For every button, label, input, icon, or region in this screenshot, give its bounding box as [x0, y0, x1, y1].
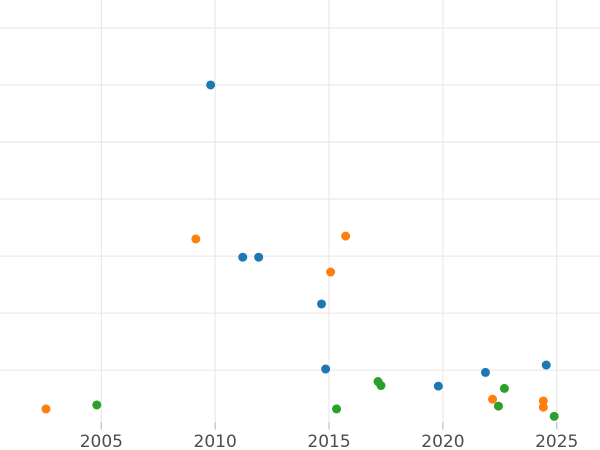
x-tick-label: 2010: [194, 432, 237, 450]
data-point-blue: [321, 364, 331, 374]
data-point-green: [92, 400, 102, 410]
data-point-orange: [341, 231, 351, 241]
data-point-blue: [541, 360, 551, 370]
data-point-orange: [538, 396, 548, 406]
data-point-green: [499, 383, 509, 393]
data-point-green: [332, 404, 342, 414]
data-point-orange: [538, 402, 548, 412]
x-tick-label: 2025: [535, 432, 578, 450]
data-point-green: [376, 381, 386, 391]
data-point-green: [549, 411, 559, 421]
data-point-orange: [191, 234, 201, 244]
data-point-blue: [317, 299, 327, 309]
data-point-blue: [206, 80, 216, 90]
data-point-blue: [433, 381, 443, 391]
data-point-orange: [41, 404, 51, 414]
data-point-orange: [326, 267, 336, 277]
x-tick-label: 2015: [307, 432, 350, 450]
x-tick-label: 2005: [80, 432, 123, 450]
data-point-blue: [480, 367, 490, 377]
data-point-orange: [488, 394, 498, 404]
data-point-blue: [238, 252, 248, 262]
data-point-green: [493, 401, 503, 411]
x-tick-label: 2020: [421, 432, 464, 450]
data-point-blue: [254, 252, 264, 262]
